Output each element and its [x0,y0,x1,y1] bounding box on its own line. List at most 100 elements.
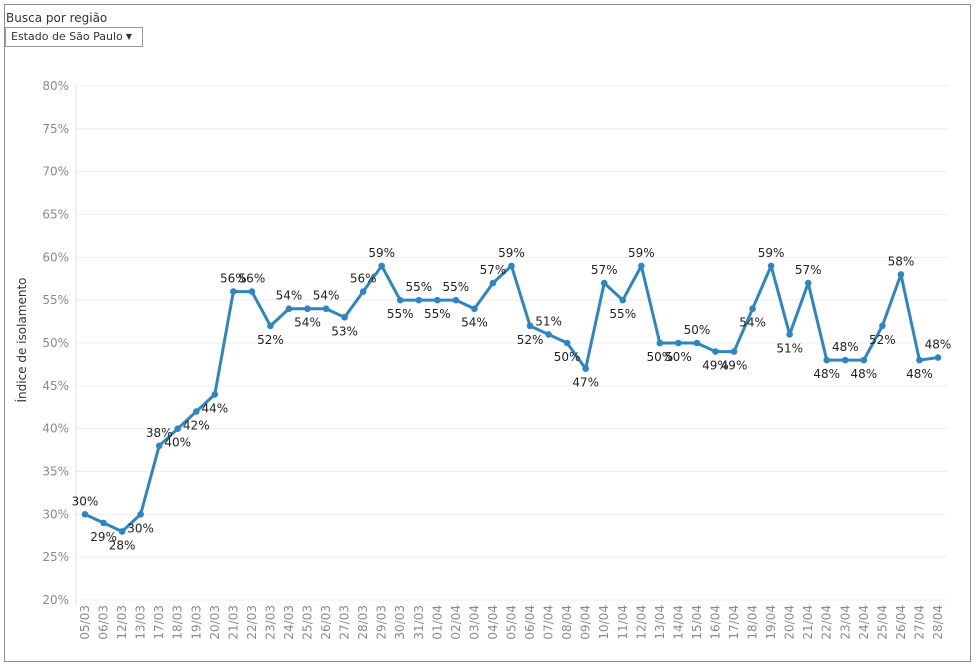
data-label: 59% [628,246,655,260]
region-select[interactable]: Estado de São Paulo ▼ [5,27,143,47]
x-tick-label: 05/04 [505,605,519,640]
data-label: 48% [906,367,933,381]
x-tick-label: 12/04 [634,605,648,640]
x-tick-label: 30/03 [393,605,407,640]
data-label: 38% [146,426,173,440]
x-tick-label: 06/03 [97,605,111,640]
data-label: 57% [480,263,507,277]
data-point [211,391,219,398]
y-tick-label: 35% [42,465,69,479]
data-label: 30% [127,521,154,535]
data-point [693,339,701,347]
x-tick-label: 16/04 [708,605,722,640]
x-tick-label: 09/04 [579,605,593,640]
data-point [396,296,404,304]
data-label: 55% [443,280,470,294]
data-point [841,356,849,364]
y-tick-label: 80% [42,79,69,93]
data-label: 56% [220,272,247,286]
data-label: 54% [461,316,488,330]
y-tick-label: 65% [42,208,69,222]
data-point [471,305,478,313]
x-tick-label: 02/04 [449,605,463,640]
y-tick-label: 55% [42,293,69,307]
data-label: 52% [517,333,544,347]
y-tick-label: 25% [42,550,69,564]
y-tick-label: 70% [42,165,69,179]
data-point [879,322,886,330]
x-tick-label: 25/04 [875,605,889,640]
data-label: 48% [813,367,840,381]
data-point [749,305,756,313]
x-tick-label: 22/04 [820,605,834,640]
data-label: 50% [554,350,581,364]
data-point [508,262,515,270]
data-label: 52% [869,333,896,347]
data-label: 59% [368,246,395,260]
data-point [341,314,348,321]
data-label: 40% [164,436,191,450]
data-label: 42% [183,419,210,433]
data-label: 48% [925,338,952,352]
data-label: 56% [350,272,377,286]
y-tick-label: 30% [42,507,69,521]
y-tick-label: 75% [42,122,69,136]
x-tick-label: 23/04 [838,605,852,640]
data-label: 54% [294,316,321,330]
x-tick-label: 13/04 [653,605,667,640]
data-label: 55% [424,307,451,321]
data-label: 52% [257,333,284,347]
x-tick-label: 18/04 [746,605,760,640]
chevron-down-icon: ▼ [125,32,132,41]
data-point [897,271,905,278]
data-label: 55% [387,307,414,321]
data-label: 51% [776,341,803,355]
data-point [81,511,89,518]
data-label: 50% [665,350,692,364]
data-point [359,288,367,295]
data-point [137,511,144,518]
data-point [192,408,200,415]
x-tick-label: 01/04 [430,605,444,640]
data-label: 59% [498,246,525,260]
x-tick-label: 21/04 [801,605,815,640]
x-tick-label: 06/04 [523,605,537,640]
data-point [248,288,256,295]
x-tick-label: 21/03 [226,605,240,640]
data-point [545,331,552,338]
x-tick-label: 12/03 [115,605,129,640]
x-tick-label: 03/04 [467,605,481,640]
data-point [712,348,719,355]
data-label: 28% [109,538,136,552]
x-tick-label: 07/04 [542,605,556,640]
data-label: 56% [239,272,266,286]
data-point [230,288,237,295]
x-tick-label: 17/04 [727,605,741,640]
x-tick-label: 27/04 [912,605,926,640]
data-label: 30% [72,494,99,508]
data-label: 48% [850,367,877,381]
data-point [600,279,608,287]
data-label: 47% [572,376,599,390]
x-tick-label: 22/03 [245,605,259,640]
data-label: 49% [702,359,729,373]
x-tick-label: 18/03 [171,605,185,640]
data-label: 50% [647,350,674,364]
data-label: 49% [721,359,748,373]
x-tick-label: 29/03 [375,605,389,640]
x-tick-label: 04/04 [486,605,500,640]
data-point [118,528,126,535]
data-point [619,296,627,304]
x-tick-label: 24/03 [282,605,296,640]
data-label: 55% [405,280,432,294]
data-point [489,279,497,287]
data-point [582,365,589,373]
x-tick-label: 24/04 [857,605,871,640]
data-label: 54% [313,289,340,303]
x-tick-label: 26/04 [894,605,908,640]
data-point [174,425,182,432]
series-line [83,264,940,533]
data-point [916,356,923,364]
x-tick-label: 19/03 [189,605,203,640]
